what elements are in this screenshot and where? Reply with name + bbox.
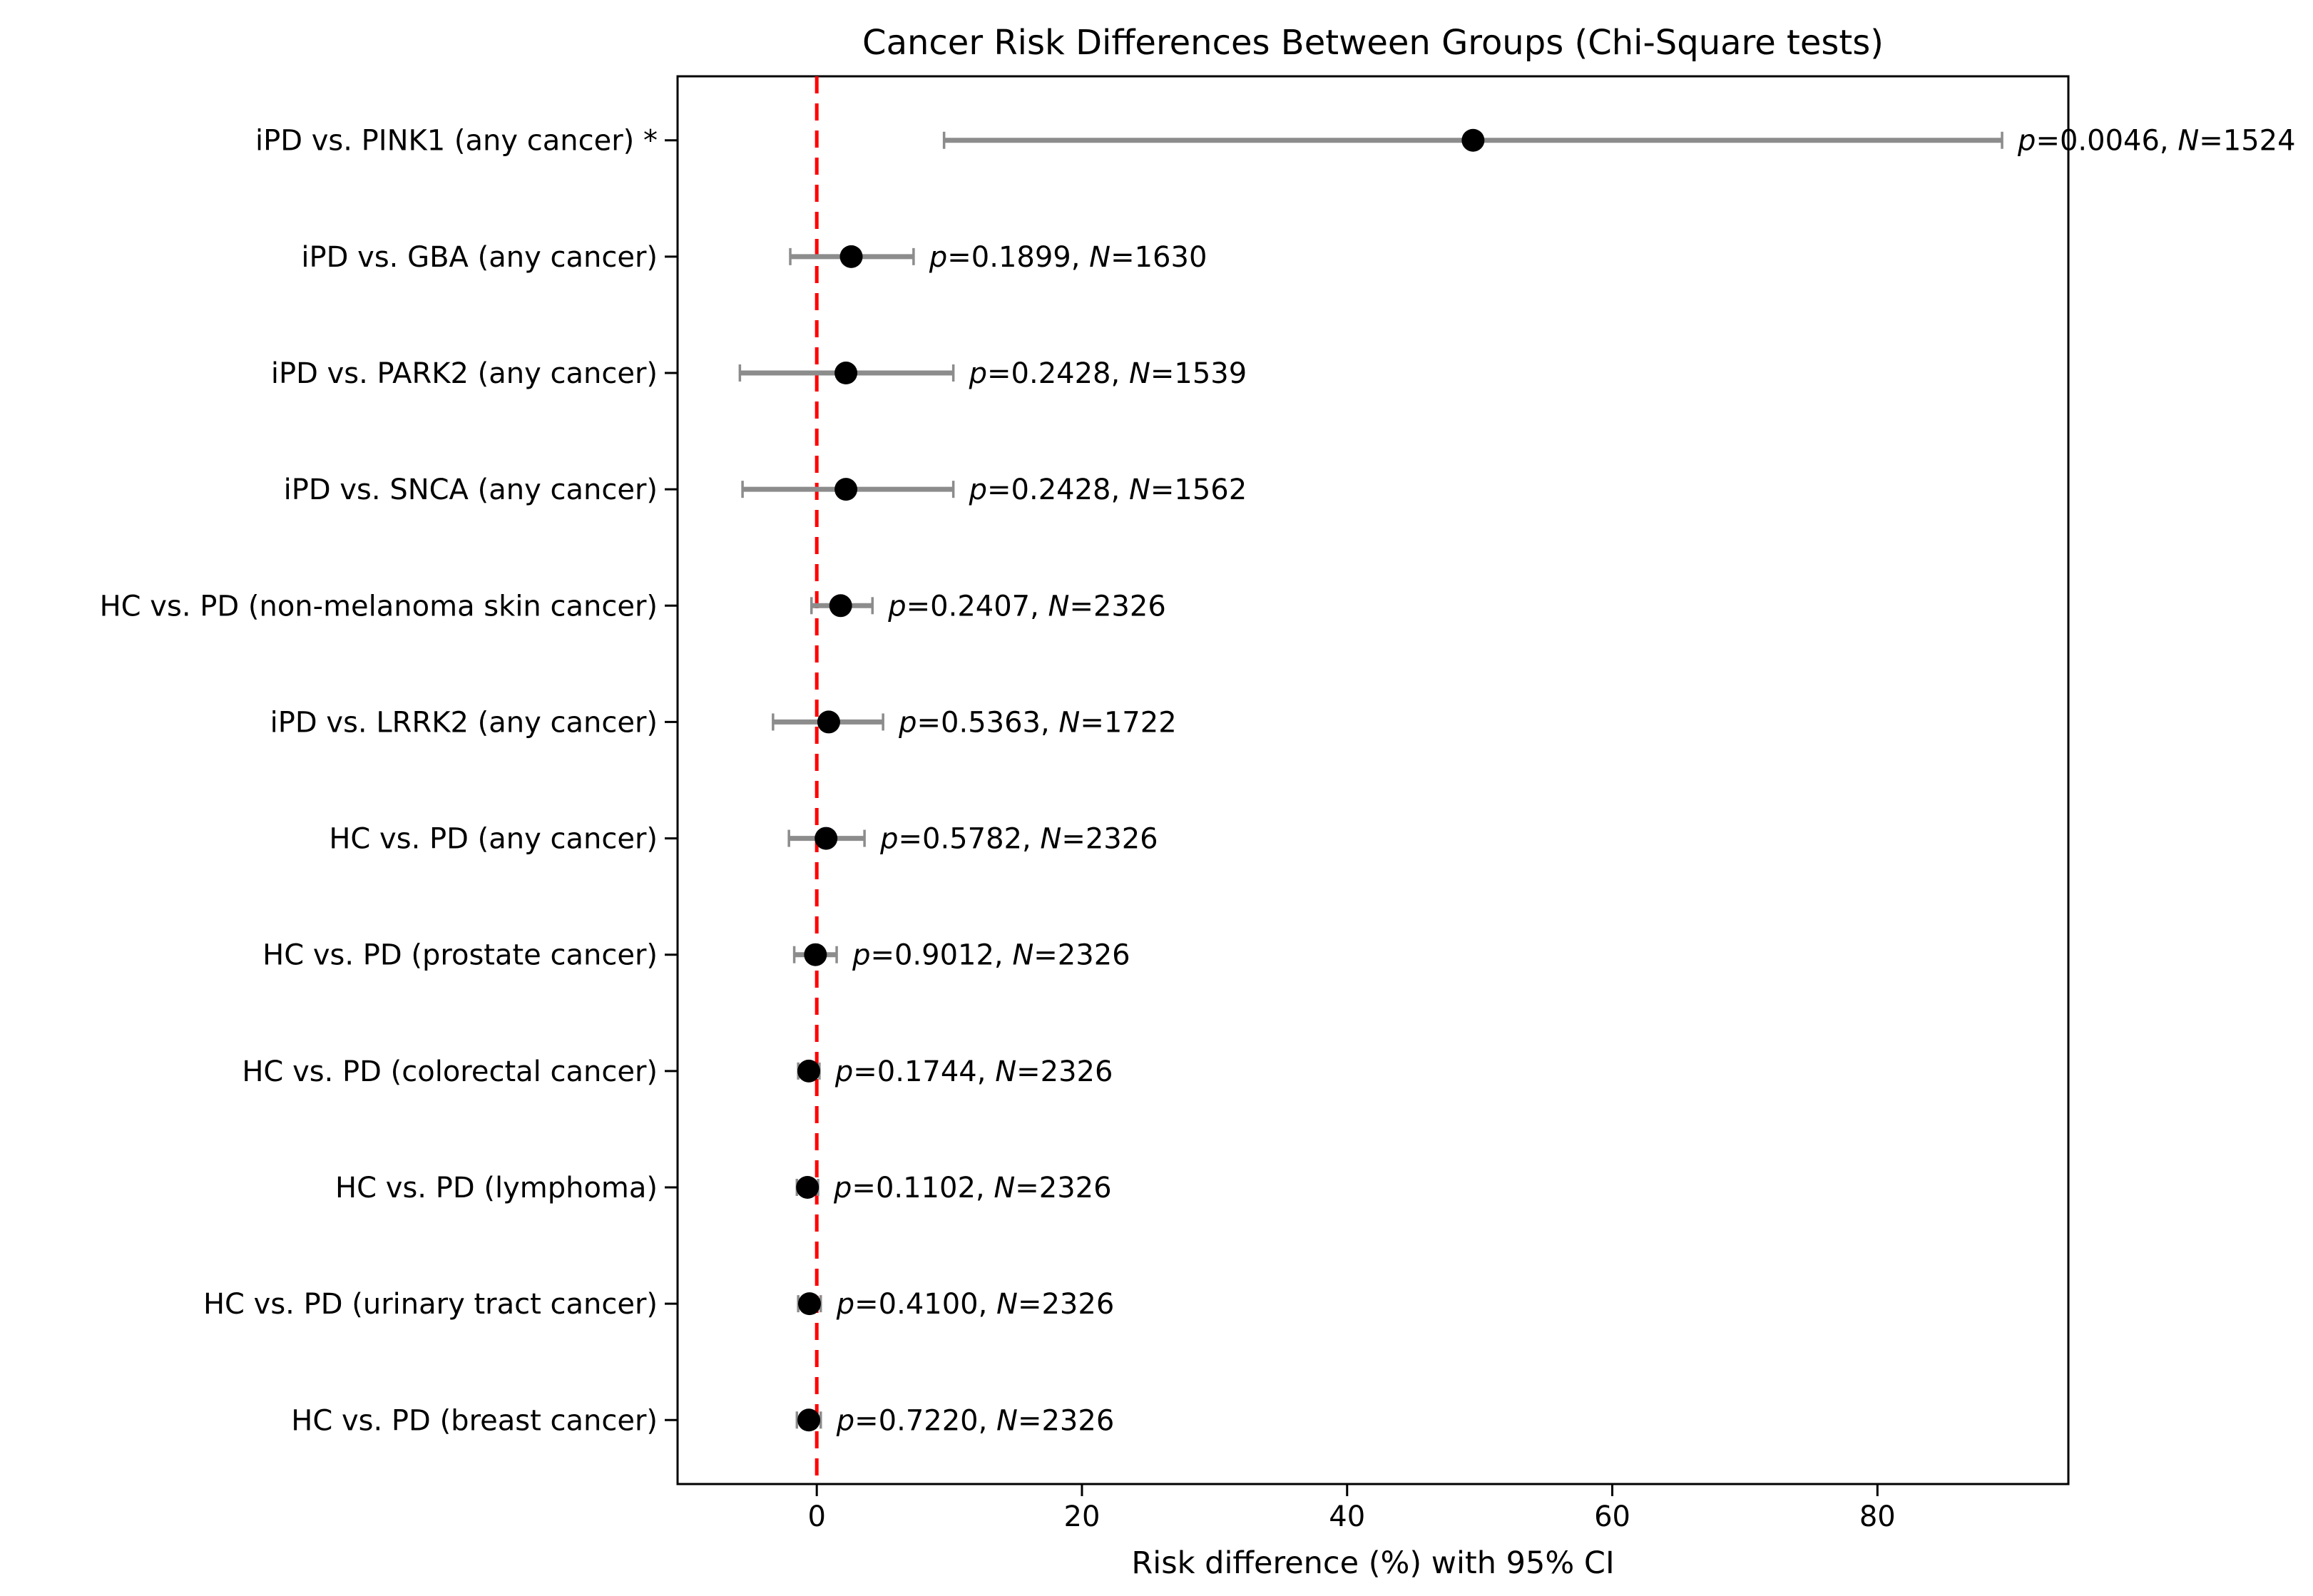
- chart-row: HC vs. PD (breast cancer) p=0.7220, N=232…: [291, 1404, 1114, 1437]
- chart-row: HC vs. PD (lymphoma) p=0.1102, N=2326: [335, 1172, 1112, 1204]
- data-point-marker: [829, 594, 852, 618]
- chart-row: HC vs. PD (any cancer) p=0.5782, N=2326: [329, 823, 1158, 856]
- p-value-annotation: p=0.5782, N=2326: [879, 823, 1158, 856]
- p-value-annotation: p=0.1744, N=2326: [834, 1055, 1113, 1088]
- data-point-marker: [797, 1059, 821, 1083]
- x-tick-label: 40: [1329, 1500, 1365, 1533]
- data-point-marker: [815, 827, 838, 850]
- x-tick-label: 0: [807, 1500, 825, 1533]
- row-label: HC vs. PD (any cancer): [329, 823, 658, 856]
- data-point-marker: [797, 1292, 821, 1316]
- x-tick-label: 20: [1064, 1500, 1101, 1533]
- row-label: HC vs. PD (breast cancer): [291, 1404, 658, 1437]
- row-label: iPD vs. SNCA (any cancer): [284, 474, 658, 506]
- row-label: iPD vs. GBA (any cancer): [301, 241, 658, 274]
- data-point-marker: [804, 943, 827, 966]
- p-value-annotation: p=0.5363, N=1722: [898, 706, 1177, 739]
- row-label: HC vs. PD (urinary tract cancer): [203, 1288, 658, 1321]
- chart-row: HC vs. PD (prostate cancer) p=0.9012, N=2…: [262, 939, 1130, 972]
- data-point-marker: [796, 1175, 819, 1199]
- data-point-marker: [834, 362, 858, 385]
- x-tick-label: 60: [1594, 1500, 1630, 1533]
- chart-row: iPD vs. PARK2 (any cancer) p=0.2428, N=15…: [271, 357, 1247, 390]
- p-value-annotation: p=0.7220, N=2326: [836, 1404, 1115, 1437]
- p-value-annotation: p=0.2428, N=1562: [969, 474, 1247, 506]
- p-value-annotation: p=0.1102, N=2326: [833, 1172, 1112, 1204]
- data-point-marker: [839, 245, 863, 268]
- p-value-annotation: p=0.2407, N=2326: [887, 590, 1166, 623]
- x-axis-label: Risk difference (%) with 95% CI: [1131, 1545, 1614, 1581]
- p-value-annotation: p=0.1899, N=1630: [929, 241, 1207, 274]
- row-label: iPD vs. PARK2 (any cancer): [271, 357, 658, 390]
- chart-rows: iPD vs. PINK1 (any cancer) * p=0.0046, N=…: [100, 125, 2296, 1438]
- chart-row: iPD vs. PINK1 (any cancer) * p=0.0046, N=…: [255, 125, 2296, 158]
- chart-title: Cancer Risk Differences Between Groups (…: [862, 23, 1884, 63]
- chart-row: iPD vs. GBA (any cancer) p=0.1899, N=1630: [301, 241, 1207, 274]
- row-label: HC vs. PD (non-melanoma skin cancer): [100, 590, 658, 623]
- data-point-marker: [817, 710, 840, 734]
- p-value-annotation: p=0.9012, N=2326: [852, 939, 1130, 972]
- chart-row: HC vs. PD (non-melanoma skin cancer) p=0.…: [100, 590, 1166, 623]
- plot-area-border: [676, 75, 2070, 1485]
- row-label: HC vs. PD (colorectal cancer): [242, 1055, 658, 1088]
- row-label: iPD vs. LRRK2 (any cancer): [270, 706, 658, 739]
- x-tick-label: 80: [1859, 1500, 1896, 1533]
- p-value-annotation: p=0.2428, N=1539: [969, 357, 1247, 390]
- chart-row: iPD vs. SNCA (any cancer) p=0.2428, N=156…: [284, 474, 1247, 506]
- p-value-annotation: p=0.4100, N=2326: [836, 1288, 1115, 1321]
- p-value-annotation: p=0.0046, N=1524: [2017, 125, 2296, 158]
- x-axis: 0 20 40 60 80: [807, 1484, 1896, 1533]
- row-label: iPD vs. PINK1 (any cancer) *: [255, 125, 658, 158]
- data-point-marker: [1461, 128, 1485, 152]
- data-point-marker: [797, 1408, 821, 1432]
- data-point-marker: [834, 478, 858, 501]
- row-label: HC vs. PD (lymphoma): [335, 1172, 658, 1204]
- chart-row: iPD vs. LRRK2 (any cancer) p=0.5363, N=17…: [270, 706, 1177, 739]
- chart-row: HC vs. PD (colorectal cancer) p=0.1744, N…: [242, 1055, 1113, 1088]
- chart-row: HC vs. PD (urinary tract cancer) p=0.4100…: [203, 1288, 1114, 1321]
- row-label: HC vs. PD (prostate cancer): [262, 939, 658, 972]
